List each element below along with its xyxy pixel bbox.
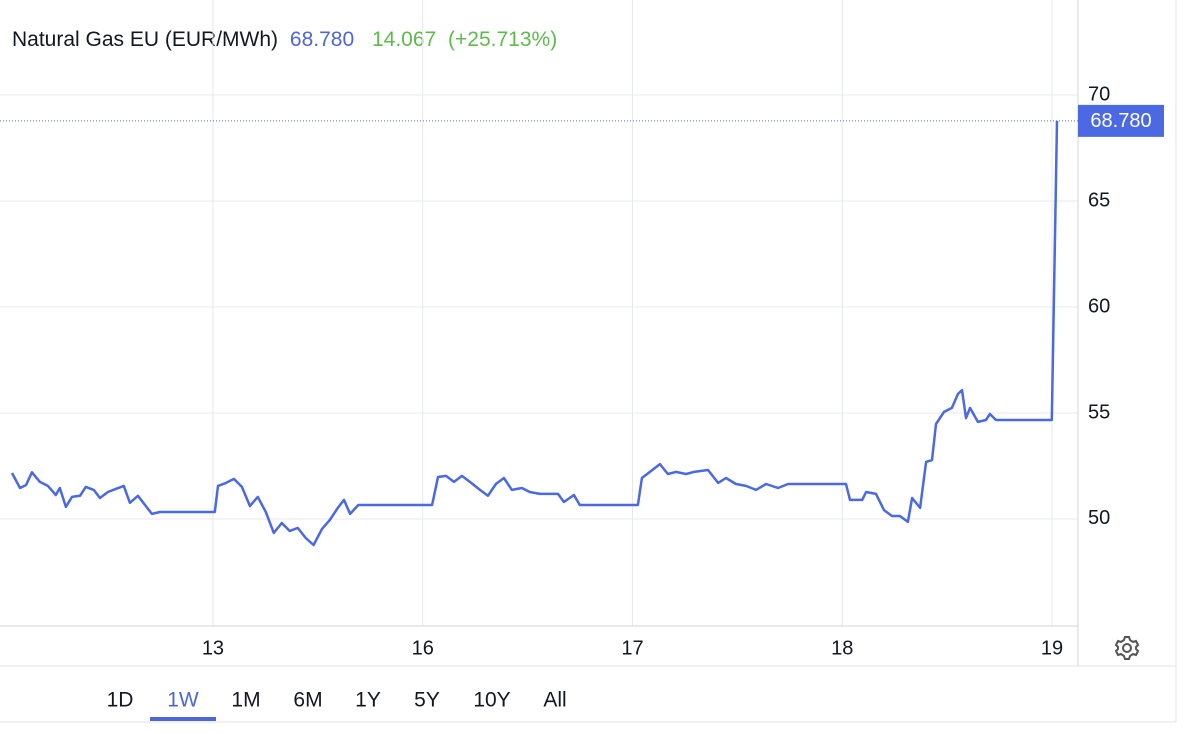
range-button[interactable]: 1D	[107, 689, 134, 712]
range-button-label: 1W	[167, 689, 199, 712]
range-button-label: 5Y	[414, 689, 440, 712]
settings-icon[interactable]	[1114, 636, 1140, 660]
chart-header: Natural Gas EU (EUR/MWh) 68.780 14.067 (…	[12, 28, 557, 51]
range-button[interactable]: 5Y	[414, 689, 440, 712]
range-button[interactable]: 1Y	[355, 689, 381, 712]
range-button[interactable]: 1W	[150, 689, 216, 721]
range-button-label: 10Y	[473, 689, 510, 712]
range-button-label: All	[543, 689, 566, 712]
last-price-box	[1078, 104, 1164, 137]
range-selected-underline	[150, 717, 216, 721]
x-tick-label: 18	[831, 637, 853, 659]
range-button[interactable]: 6M	[293, 689, 322, 712]
price-line	[10, 120, 1059, 547]
last-price-label: 68.780	[1090, 110, 1151, 132]
chart-title: Natural Gas EU (EUR/MWh)	[12, 28, 278, 51]
y-tick-label: 50	[1088, 507, 1110, 529]
range-button-label: 1D	[107, 689, 134, 712]
range-button-label: 1Y	[355, 689, 381, 712]
range-button-label: 1M	[231, 689, 260, 712]
change-percent: (+25.713%)	[448, 28, 557, 51]
range-button[interactable]: All	[543, 689, 566, 712]
x-tick-label: 17	[621, 637, 643, 659]
x-tick-label: 16	[412, 637, 434, 659]
range-button[interactable]: 1M	[231, 689, 260, 712]
x-tick-label: 19	[1041, 637, 1063, 659]
y-tick-label: 65	[1088, 189, 1110, 211]
y-tick-label: 70	[1088, 83, 1110, 105]
range-button-label: 6M	[293, 689, 322, 712]
y-tick-label: 60	[1088, 295, 1110, 317]
x-tick-label: 13	[202, 637, 224, 659]
y-tick-label: 55	[1088, 401, 1110, 423]
range-button[interactable]: 10Y	[473, 689, 510, 712]
price: 68.780	[290, 28, 354, 51]
change: 14.067	[372, 28, 436, 51]
